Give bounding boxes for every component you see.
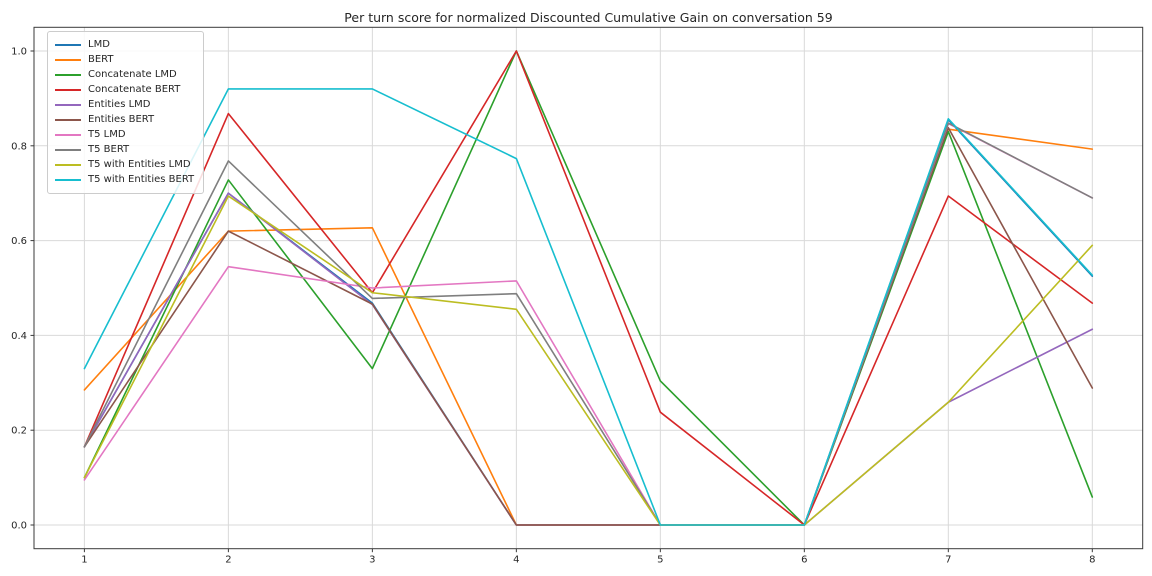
y-tick-label: 0.8 <box>11 141 27 152</box>
legend-item: Concatenate LMD <box>55 67 194 82</box>
legend-item: LMD <box>55 37 194 52</box>
legend-label: LMD <box>88 38 110 50</box>
legend-line-swatch <box>55 103 81 106</box>
legend: LMD BERT Concatenate LMD Concatenate BERT En… <box>47 31 205 194</box>
series-line-0 <box>83 118 1094 526</box>
legend-label: BERT <box>88 53 114 65</box>
legend-line-swatch <box>55 119 81 122</box>
legend-item: Entities BERT <box>55 112 194 127</box>
x-tick-label: 3 <box>369 555 375 566</box>
x-tick-label: 6 <box>801 555 807 566</box>
legend-line-swatch <box>55 179 81 182</box>
legend-item: Concatenate BERT <box>55 82 194 97</box>
legend-line-swatch <box>55 164 81 167</box>
legend-label: Concatenate BERT <box>88 83 181 95</box>
series-line-3 <box>83 50 1094 526</box>
series-line-9 <box>83 88 1094 526</box>
legend-label: T5 BERT <box>88 144 130 156</box>
x-tick-label: 4 <box>513 555 519 566</box>
series-line-7 <box>83 122 1094 526</box>
legend-item: T5 LMD <box>55 128 194 143</box>
x-tick-label: 7 <box>945 555 951 566</box>
chart-title: Per turn score for normalized Discounted… <box>344 10 833 25</box>
legend-item: T5 BERT <box>55 143 194 158</box>
y-tick-label: 0.0 <box>11 521 27 532</box>
series-line-4 <box>83 192 1094 526</box>
x-tick-label: 2 <box>225 555 231 566</box>
legend-line-swatch <box>55 58 81 61</box>
y-tick-label: 0.6 <box>11 236 27 247</box>
legend-label: Entities LMD <box>88 98 151 110</box>
series-line-5 <box>83 126 1094 526</box>
legend-line-swatch <box>55 73 81 76</box>
series-line-8 <box>83 195 1094 526</box>
x-tick-label: 8 <box>1089 555 1095 566</box>
legend-label: T5 with Entities LMD <box>88 159 191 171</box>
legend-item: T5 with Entities BERT <box>55 173 194 188</box>
x-tick-label: 1 <box>81 555 87 566</box>
legend-line-swatch <box>55 149 81 152</box>
legend-label: T5 with Entities BERT <box>88 174 195 186</box>
legend-line-swatch <box>55 88 81 91</box>
legend-label: Concatenate LMD <box>88 68 177 80</box>
legend-label: Entities BERT <box>88 114 155 126</box>
axes-spines <box>33 26 1144 550</box>
legend-item: Entities LMD <box>55 97 194 112</box>
legend-label: T5 LMD <box>88 129 126 141</box>
y-tick-label: 1.0 <box>11 47 27 58</box>
legend-line-swatch <box>55 43 81 46</box>
x-tick-label: 5 <box>657 555 663 566</box>
series-line-6 <box>83 122 1094 526</box>
legend-line-swatch <box>55 134 81 137</box>
y-tick-label: 0.4 <box>11 331 27 342</box>
legend-item: BERT <box>55 52 194 67</box>
y-tick-label: 0.2 <box>11 426 27 437</box>
legend-item: T5 with Entities LMD <box>55 158 194 173</box>
